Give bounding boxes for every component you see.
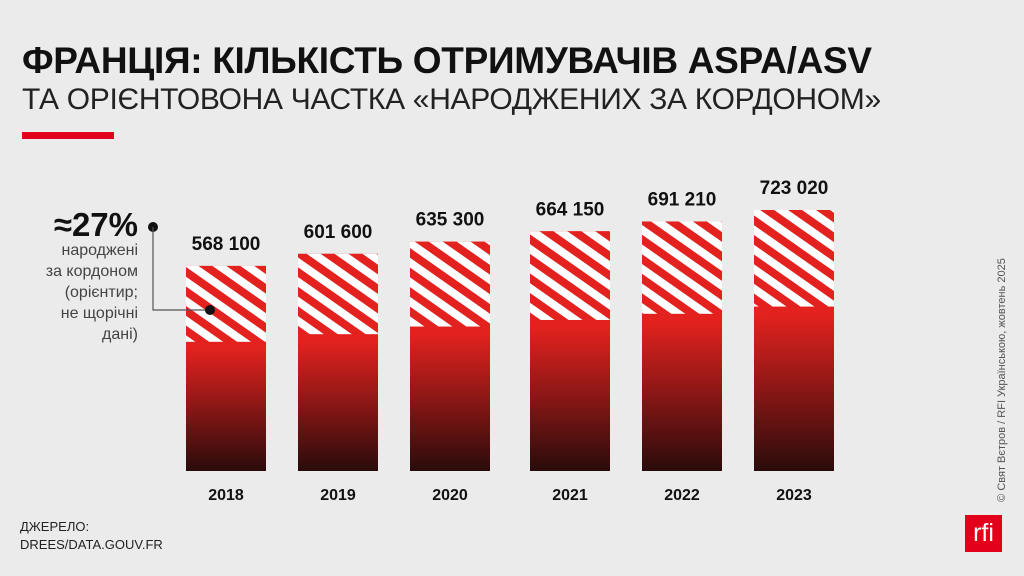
x-tick-label: 2020: [432, 487, 468, 504]
source-label: ДЖЕРЕЛО:: [20, 519, 90, 534]
annotation-line: (орієнтир;: [64, 284, 138, 301]
data-label: 568 100: [192, 234, 261, 255]
annotation-dot: [205, 305, 215, 315]
data-label: 691 210: [648, 189, 717, 210]
credit: © Свят Вєтров / RFI Українською, жовтень…: [996, 258, 1008, 502]
bar-foreign-born-2019: [298, 253, 378, 335]
annotation-line: за кордоном: [45, 263, 138, 280]
bar-foreign-born-2023: [754, 210, 834, 307]
bar-foreign-born-2020: [410, 241, 490, 327]
bar-foreign-born-2022: [642, 221, 722, 314]
data-label: 601 600: [304, 222, 373, 243]
chart-title: ФРАНЦІЯ: КІЛЬКІСТЬ ОТРИМУВАЧІВ ASPA/ASV: [22, 40, 872, 81]
x-tick-label: 2023: [776, 487, 812, 504]
source-value: DREES/DATA.GOUV.FR: [20, 537, 163, 552]
x-tick-label: 2022: [664, 487, 700, 504]
annotation-value: ≈27%: [53, 206, 138, 243]
data-label: 723 020: [760, 178, 829, 199]
bar-foreign-born-2021: [530, 231, 610, 320]
bar-foreign-born-2018: [186, 265, 266, 342]
annotation-line: дані): [102, 326, 138, 343]
x-tick-label: 2018: [208, 487, 244, 504]
data-label: 635 300: [416, 210, 485, 231]
x-tick-label: 2019: [320, 487, 356, 504]
annotation-line: народжені: [61, 242, 138, 259]
x-tick-label: 2021: [552, 487, 588, 504]
title-accent-line: [22, 132, 114, 139]
data-label: 664 150: [536, 199, 605, 220]
chart-subtitle: ТА ОРІЄНТОВОНА ЧАСТКА «НАРОДЖЕНИХ ЗА КОР…: [22, 83, 881, 116]
annotation-line: не щорічні: [60, 305, 138, 322]
annotation-text: народжені за кордоном (орієнтир; не щорі…: [0, 240, 138, 345]
annotation-leader-line: [152, 227, 210, 311]
rfi-logo: rfi: [965, 515, 1002, 552]
source: ДЖЕРЕЛО: DREES/DATA.GOUV.FR: [20, 518, 163, 554]
